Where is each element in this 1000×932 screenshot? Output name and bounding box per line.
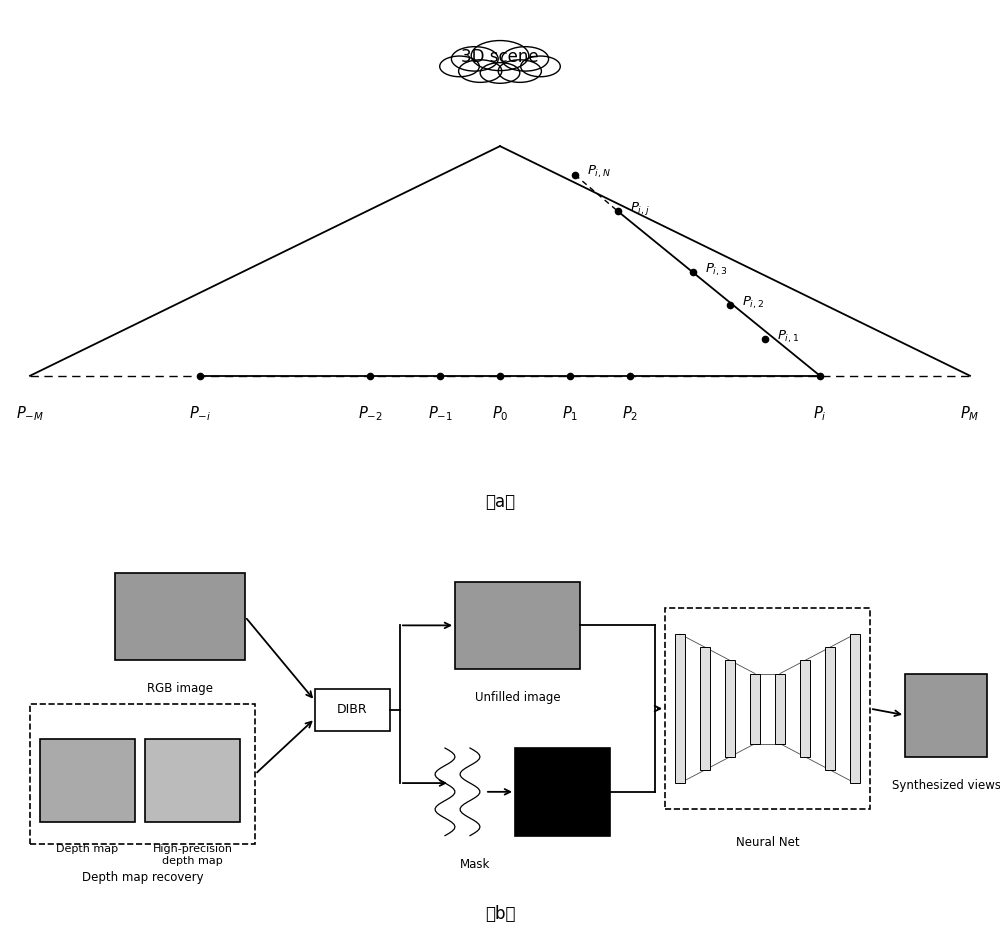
Text: DIBR: DIBR [337,704,368,716]
Text: Synthesized views: Synthesized views [892,779,1000,791]
Text: Unfilled image: Unfilled image [475,692,560,704]
Text: $P_2$: $P_2$ [622,404,638,423]
Bar [850,634,860,783]
Circle shape [498,60,541,82]
Bar [800,661,810,757]
Bar [905,674,987,757]
Bar [515,748,610,836]
Text: $P_{-2}$: $P_{-2}$ [358,404,382,423]
Bar [665,608,870,809]
Text: $P_i$: $P_i$ [813,404,827,423]
Bar [750,674,760,744]
Text: $P_{i,j}$: $P_{i,j}$ [630,200,650,217]
Text: $P_{i,2}$: $P_{i,2}$ [742,295,764,311]
Bar [455,582,580,669]
Text: Mask: Mask [460,857,490,870]
Circle shape [521,56,560,76]
Circle shape [480,62,520,83]
Bar [825,647,835,770]
Bar [775,674,785,744]
Bar [40,739,135,823]
Text: （a）: （a） [485,493,515,512]
Text: $P_{-i}$: $P_{-i}$ [189,404,211,423]
Text: 3D scene: 3D scene [461,48,539,66]
Text: $P_0$: $P_0$ [492,404,508,423]
Text: Neural Net: Neural Net [736,836,799,849]
Text: $P_1$: $P_1$ [562,404,578,423]
Text: $P_{i,3}$: $P_{i,3}$ [705,262,727,278]
Circle shape [459,60,502,82]
Bar [145,739,240,823]
Text: $P_M$: $P_M$ [960,404,980,423]
Text: RGB image: RGB image [147,682,213,695]
Bar [315,689,390,731]
Text: $P_{-M}$: $P_{-M}$ [16,404,44,423]
Bar [30,705,255,844]
Bar [725,661,735,757]
Text: $P_{i,N}$: $P_{i,N}$ [587,164,611,181]
Bar [700,647,710,770]
Circle shape [440,56,479,76]
Text: $P_{i,1}$: $P_{i,1}$ [777,328,799,345]
Text: $P_{-1}$: $P_{-1}$ [428,404,452,423]
Circle shape [502,47,549,71]
Text: Depth map: Depth map [56,844,119,855]
Text: Depth map recovery: Depth map recovery [82,870,203,884]
Bar [115,573,245,661]
Text: （b）: （b） [485,905,515,924]
Circle shape [451,47,498,71]
Bar [675,634,685,783]
Text: High-precision
depth map: High-precision depth map [152,844,232,866]
Circle shape [471,41,529,71]
